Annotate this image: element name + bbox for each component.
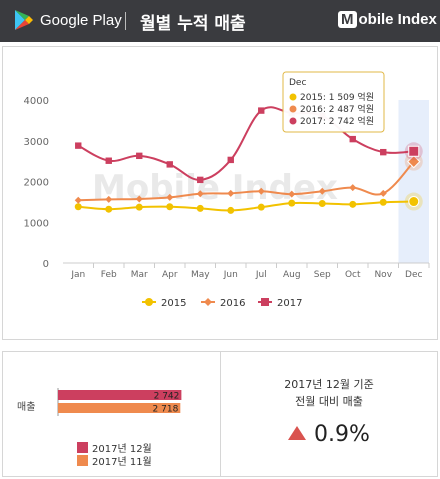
data-point — [408, 196, 420, 208]
data-point — [379, 189, 387, 197]
data-point — [166, 193, 174, 201]
data-point — [227, 189, 235, 197]
tooltip-swatch — [289, 93, 297, 101]
data-point — [349, 135, 356, 143]
summary-change: 0.9% — [221, 422, 437, 447]
page-title: 월별 누적 매출 — [140, 14, 246, 34]
summary-panel: 2017년 12월 기준 전월 대비 매출 0.9% — [220, 351, 438, 477]
x-tick-label: Jan — [70, 270, 85, 280]
tooltip-swatch — [289, 117, 297, 125]
x-tick-label: Mar — [131, 270, 148, 280]
data-point — [196, 204, 204, 212]
legend-label-2015: 2015 — [161, 298, 186, 309]
data-point — [135, 195, 143, 203]
bar-legend-item-0: 2017년 12월 — [77, 440, 152, 455]
legend-swatch — [77, 455, 88, 466]
tooltip-line-2015: 2015: 1 509 억원 — [300, 91, 374, 103]
data-point — [257, 203, 265, 211]
x-tick-label: Apr — [162, 270, 178, 280]
data-point — [408, 145, 420, 157]
summary-basis: 2017년 12월 기준 — [284, 378, 374, 391]
data-point — [135, 203, 143, 211]
y-tick-label: 2000 — [24, 178, 49, 189]
bar-chart: 2 742 2 718 — [57, 388, 182, 416]
data-point — [227, 206, 235, 214]
data-point — [105, 195, 113, 203]
legend-marker — [261, 298, 269, 306]
data-point — [318, 187, 326, 195]
bar-value-label: 2 742 — [154, 392, 180, 402]
data-point — [197, 176, 204, 184]
legend-label-2016: 2016 — [220, 298, 245, 309]
bar-legend-item-1: 2017년 11월 — [77, 453, 152, 468]
tooltip-box — [282, 71, 385, 133]
bar-value-label: 2 718 — [153, 405, 179, 415]
data-point — [288, 199, 296, 207]
summary-caption: 전월 대비 매출 — [295, 395, 363, 408]
bar-1 — [58, 403, 181, 413]
data-point — [318, 200, 326, 208]
y-tick-label: 1000 — [24, 218, 49, 229]
tooltip-line-2017: 2017: 2 742 억원 — [300, 115, 374, 127]
data-point — [288, 190, 296, 198]
data-point — [407, 154, 421, 169]
x-tick-label: Nov — [374, 270, 392, 280]
y-tick-label: 4000 — [24, 96, 49, 107]
data-point — [257, 187, 265, 195]
x-tick-label: Jun — [223, 270, 238, 280]
legend-marker — [204, 298, 212, 306]
data-point — [380, 148, 387, 156]
data-point — [379, 198, 387, 206]
data-point — [349, 184, 357, 192]
tooltip-title: Dec — [289, 78, 306, 88]
y-tick-label: 3000 — [24, 137, 49, 148]
bar-row-label: 매출 — [17, 402, 36, 413]
tooltip-swatch — [289, 105, 297, 113]
data-point — [136, 152, 143, 160]
data-point — [258, 107, 265, 114]
legend-label-2017: 2017 — [277, 298, 302, 309]
legend-swatch — [77, 442, 88, 453]
y-tick-label: 0 — [43, 259, 49, 270]
x-tick-label: Jul — [255, 270, 267, 280]
data-point — [349, 200, 357, 208]
x-tick-label: Oct — [345, 270, 361, 280]
data-point — [166, 203, 174, 211]
data-point — [105, 205, 113, 213]
x-tick-label: May — [191, 270, 210, 280]
data-point — [196, 190, 204, 198]
data-point — [166, 161, 173, 168]
google-play-icon — [15, 10, 33, 30]
bar-comparison-panel: 매출 2 742 2 718 2017년 12월 2017년 11월 — [2, 351, 221, 477]
x-tick-label: Dec — [405, 270, 422, 280]
data-point — [74, 196, 82, 204]
legend-marker — [145, 298, 153, 306]
tooltip-line-2016: 2016: 2 487 억원 — [300, 103, 374, 115]
line-chart-panel: Mobile Index 0 1000 2000 3000 4000 Jan Feb Mar Ap… — [2, 46, 438, 340]
x-tick-label: Feb — [101, 270, 117, 280]
google-play-label: Google Play — [40, 12, 122, 29]
bar-0 — [58, 390, 182, 400]
up-arrow-icon — [288, 426, 307, 440]
x-tick-label: Aug — [283, 270, 301, 280]
data-point — [75, 142, 82, 149]
data-point — [74, 203, 82, 211]
header-divider — [125, 12, 126, 30]
x-tick-label: Sep — [314, 270, 331, 280]
data-point — [227, 156, 234, 164]
data-point — [105, 157, 112, 164]
highlight-band — [398, 100, 429, 263]
